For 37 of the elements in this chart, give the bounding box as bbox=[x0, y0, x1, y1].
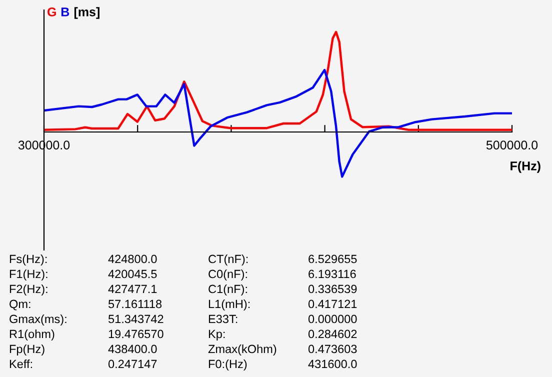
text: F1(Hz): bbox=[10, 269, 48, 280]
text: 6.529655 bbox=[308, 254, 357, 264]
text: Kp: bbox=[208, 330, 225, 340]
y-axis-title: [ms] bbox=[74, 7, 100, 19]
text: C0(nF): bbox=[208, 269, 247, 280]
text: 0.247147 bbox=[108, 360, 157, 368]
text: 420045.5 bbox=[108, 270, 157, 278]
text: L1(mH): bbox=[208, 299, 250, 310]
text: 0.417121 bbox=[308, 300, 357, 308]
text: 6.193116 bbox=[308, 270, 356, 278]
text: R1(ohm) bbox=[10, 329, 54, 340]
text: G bbox=[48, 8, 56, 16]
text: 19.476570 bbox=[108, 330, 164, 338]
text: 431600.0 bbox=[308, 360, 357, 368]
text: Qm: bbox=[10, 300, 30, 310]
x-axis-title: F(Hz) bbox=[510, 161, 540, 173]
text: Fs(Hz): bbox=[10, 254, 47, 266]
text: Zmax(kOhm) bbox=[208, 344, 276, 356]
text: 427477.1 bbox=[108, 284, 157, 294]
text: 0.336539 bbox=[308, 284, 357, 294]
text: 0.473603 bbox=[308, 344, 357, 354]
text: 0.000000 bbox=[308, 314, 357, 324]
text: 0.284602 bbox=[308, 330, 357, 338]
text: Fp(Hz) bbox=[10, 344, 44, 356]
text: CT(nF): bbox=[208, 254, 248, 266]
text: 424800.0 bbox=[108, 254, 157, 264]
text: 57.161118 bbox=[108, 300, 162, 308]
text: F2(Hz): bbox=[10, 284, 48, 296]
text: 51.343742 bbox=[108, 314, 164, 324]
text: B bbox=[61, 8, 70, 16]
text: Gmax(ms): bbox=[10, 314, 66, 326]
text: E33T: bbox=[208, 314, 238, 324]
text: C1(nF): bbox=[208, 284, 247, 296]
text: 438400.0 bbox=[108, 344, 157, 354]
text: F0:(Hz) bbox=[208, 359, 247, 370]
x-tick-label: 500000.0 bbox=[486, 140, 538, 150]
text: Keff: bbox=[10, 360, 32, 368]
